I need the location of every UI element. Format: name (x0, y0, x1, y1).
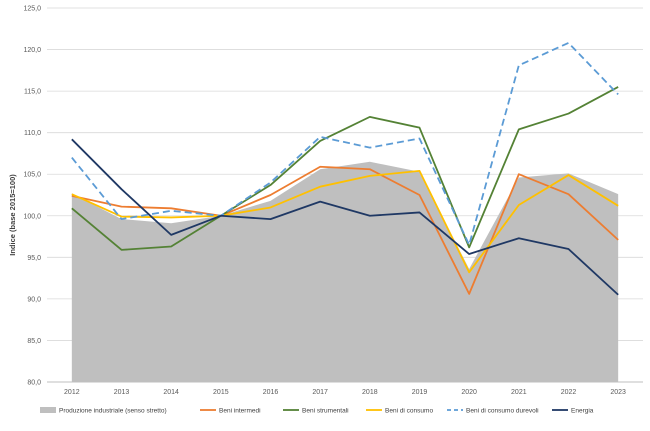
line-beni-di-consumo (71, 169, 619, 274)
legend-swatch (40, 407, 56, 413)
legend-label: Beni intermedi (219, 408, 261, 415)
legend-label: Energia (571, 408, 594, 415)
y-tick-label: 120,0 (23, 47, 41, 54)
line-beni-intermedi (71, 165, 619, 295)
x-tick-label: 2020 (461, 389, 477, 396)
y-tick-label: 115,0 (24, 89, 41, 96)
y-tick-label: 110,0 (24, 130, 41, 137)
legend-label: Beni di consumo (385, 408, 433, 415)
y-tick-label: 100,0 (23, 213, 41, 220)
x-tick-label: 2019 (412, 389, 428, 396)
y-tick-label: 80,0 (27, 380, 41, 387)
legend: Produzione industriale (senso stretto) Be… (40, 407, 594, 415)
area-series (71, 161, 619, 382)
x-tick-label: 2012 (64, 389, 80, 396)
x-tick-label: 2018 (362, 389, 378, 396)
x-tick-label: 2023 (610, 389, 626, 396)
y-tick-label: 125,0 (23, 6, 41, 13)
line-beni-strumentali (71, 86, 619, 251)
line-energia (71, 138, 619, 296)
line-series (71, 42, 619, 296)
x-tick-label: 2017 (312, 389, 328, 396)
y-tick-label: 90,0 (27, 296, 41, 303)
legend-label: Beni strumentali (302, 408, 349, 415)
y-tick-label: 85,0 (27, 338, 41, 345)
legend-label: Produzione industriale (senso stretto) (59, 408, 167, 415)
x-tick-label: 2022 (561, 389, 577, 396)
area-series-produzione-industriale (71, 161, 619, 382)
line-beni-di-consumo-durevoli (71, 42, 619, 246)
x-tick-label: 2021 (511, 389, 527, 396)
y-tick-label: 105,0 (23, 172, 41, 179)
x-tick-label: 2015 (213, 389, 229, 396)
x-tick-label: 2016 (263, 389, 279, 396)
x-tick-label: 2014 (163, 389, 179, 396)
y-tick-label: 95,0 (27, 255, 41, 262)
x-tick-label: 2013 (114, 389, 130, 396)
y-axis-label: Indice (base 2015=100) (8, 174, 17, 256)
legend-label: Beni di consumo durevoli (466, 408, 539, 415)
axes: 80,0 85,0 90,0 95,0 100,0 105,0 110,0 115,0 120,… (23, 6, 643, 396)
